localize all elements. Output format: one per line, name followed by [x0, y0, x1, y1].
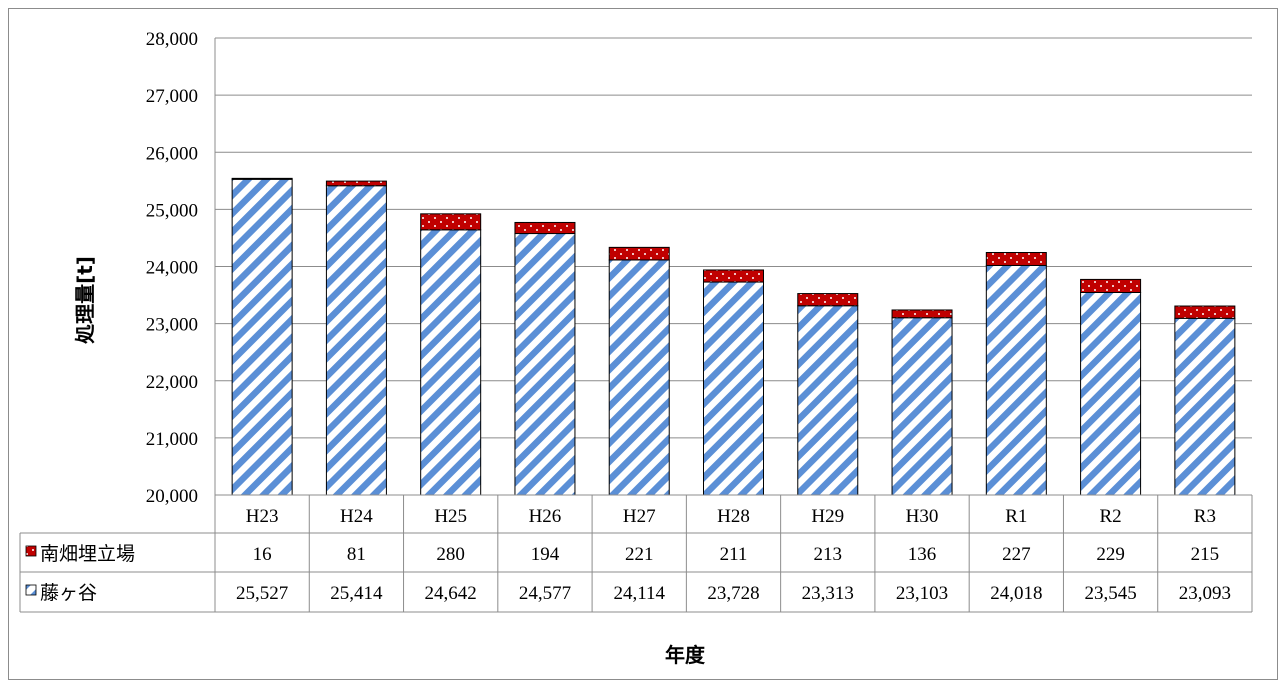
data-label-fujigaya: 24,018 [990, 583, 1042, 604]
y-tick-label: 20,000 [146, 486, 198, 507]
legend-key-fujigaya [25, 584, 37, 596]
data-label-minamihata: 227 [1002, 544, 1031, 565]
bar-fujigaya [891, 317, 953, 496]
x-tick-label: H30 [906, 506, 939, 527]
x-tick-label: R3 [1194, 506, 1216, 527]
bar-fujigaya [608, 259, 670, 496]
x-tick-label: H23 [246, 506, 279, 527]
data-label-minamihata: 215 [1191, 544, 1220, 565]
x-tick-label: H28 [717, 506, 750, 527]
bar-minamihata [231, 177, 293, 180]
data-label-minamihata: 229 [1096, 544, 1125, 565]
y-tick-label: 27,000 [146, 86, 198, 107]
bar-minamihata [985, 252, 1047, 266]
x-axis-title: 年度 [665, 643, 706, 667]
data-label-minamihata: 136 [908, 544, 937, 565]
y-tick-label: 23,000 [146, 315, 198, 336]
y-tick-label: 26,000 [146, 143, 198, 164]
bar-fujigaya [703, 281, 764, 496]
bar-fujigaya [325, 185, 387, 496]
bar-fujigaya [231, 178, 293, 496]
x-tick-label: H27 [623, 506, 656, 527]
bar-fujigaya [985, 264, 1047, 496]
data-label-fujigaya: 25,414 [330, 583, 383, 604]
y-tick-label: 21,000 [146, 429, 198, 450]
bar-fujigaya [420, 229, 482, 496]
bar-fujigaya [1174, 317, 1236, 496]
bar-minamihata [514, 221, 576, 235]
data-label-fujigaya: 25,527 [236, 583, 288, 604]
bar-fujigaya [1080, 291, 1142, 496]
y-axis-ticks: 20,000 21,000 22,000 23,000 24,000 25,000 26,0… [146, 29, 198, 507]
y-axis-title: 処理量[t] [73, 256, 97, 344]
x-tick-label: R1 [1005, 506, 1027, 527]
legend-label-minamihata: 南畑埋立場 [40, 543, 135, 565]
data-label-minamihata: 81 [347, 544, 366, 565]
y-tick-label: 25,000 [146, 200, 198, 221]
data-label-minamihata: 221 [625, 544, 654, 565]
data-label-fujigaya: 23,313 [802, 583, 854, 604]
data-label-fujigaya: 24,642 [425, 583, 477, 604]
data-table: H23 H24 H25 H26 H27 H28 H29 H30 R1 R2 R3 南畑埋立場 16 81 2… [19, 494, 1253, 613]
data-label-minamihata: 194 [531, 544, 560, 565]
data-label-fujigaya: 23,728 [707, 583, 759, 604]
bar-minamihata [1174, 305, 1236, 319]
x-tick-label: H29 [811, 506, 844, 527]
data-label-minamihata: 213 [814, 544, 843, 565]
y-tick-label: 28,000 [146, 29, 198, 50]
y-tick-label: 22,000 [146, 372, 198, 393]
bar-minamihata [1080, 278, 1142, 293]
bar-minamihata [608, 246, 670, 261]
bar-fujigaya [514, 233, 576, 496]
y-tick-label: 24,000 [146, 258, 198, 279]
x-tick-label: H26 [529, 506, 562, 527]
data-label-minamihata: 16 [253, 544, 272, 565]
bar-minamihata [891, 309, 953, 319]
data-label-minamihata: 211 [720, 544, 748, 565]
bar-minamihata [703, 269, 764, 283]
legend-label-fujigaya: 藤ヶ谷 [40, 582, 97, 604]
data-label-fujigaya: 23,545 [1084, 583, 1136, 604]
bars [231, 177, 1236, 496]
bar-minamihata [797, 293, 859, 307]
x-tick-label: H24 [340, 506, 373, 527]
legend-key-minamihata [25, 545, 37, 557]
data-label-minamihata: 280 [436, 544, 465, 565]
data-label-fujigaya: 24,114 [613, 583, 665, 604]
data-label-fujigaya: 24,577 [519, 583, 571, 604]
x-tick-label: R2 [1099, 506, 1121, 527]
bar-minamihata [420, 213, 482, 231]
data-label-fujigaya: 23,093 [1179, 583, 1231, 604]
bar-minamihata [325, 180, 387, 187]
data-label-fujigaya: 23,103 [896, 583, 948, 604]
x-tick-label: H25 [434, 506, 467, 527]
bar-fujigaya [797, 305, 859, 496]
